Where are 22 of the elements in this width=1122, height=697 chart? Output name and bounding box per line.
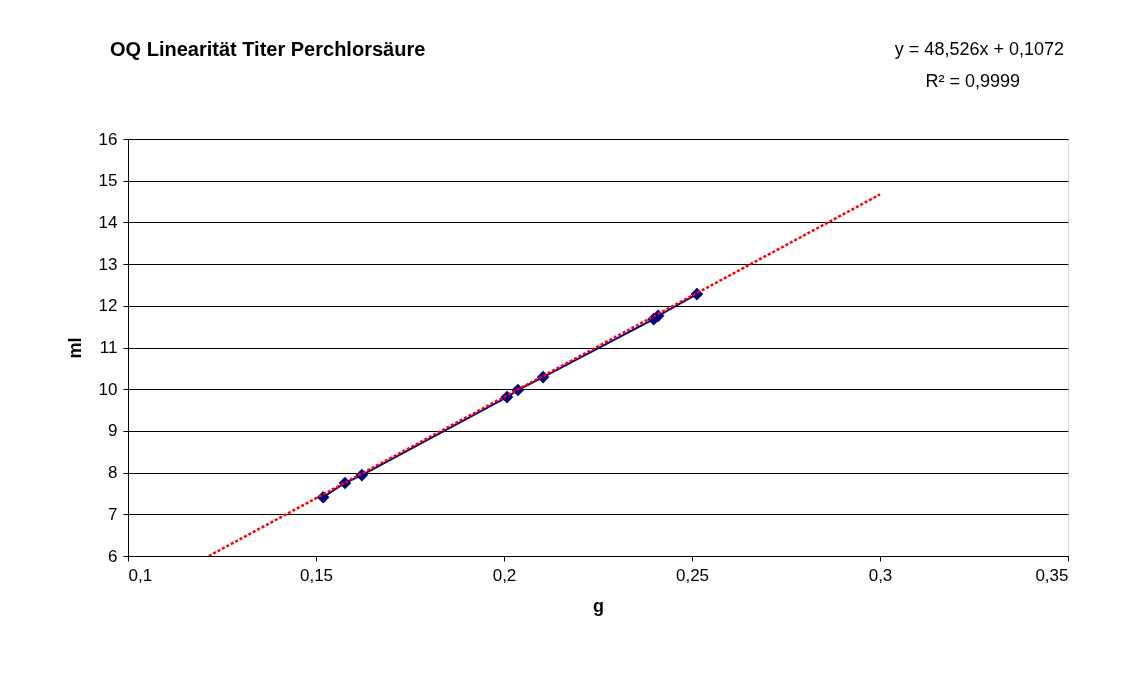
x-tick-label: 0,1	[128, 565, 153, 585]
chart-title: OQ Linearität Titer Perchlorsäure	[110, 38, 426, 60]
x-tick-label: 0,25	[675, 565, 710, 585]
x-tick-label: 0,35	[1035, 565, 1069, 585]
y-tick-label: 9	[108, 421, 118, 441]
y-axis-title: ml	[64, 337, 85, 359]
x-axis-title: g	[593, 595, 604, 616]
y-tick-label: 13	[98, 254, 118, 274]
y-tick-label: 14	[98, 212, 118, 232]
x-tick-label: 0,2	[492, 565, 517, 585]
y-tick-label: 11	[99, 338, 118, 357]
y-tick-label: 6	[108, 546, 118, 566]
y-tick-label: 10	[98, 379, 118, 399]
y-tick-label: 15	[98, 171, 118, 191]
text: R² = 0,9999	[925, 71, 1020, 91]
text: y = 48,526x + 0,1072	[894, 39, 1064, 59]
y-tick-label: 7	[108, 504, 118, 524]
x-tick-label: 0,15	[299, 565, 334, 585]
y-tick-label: 16	[98, 129, 118, 149]
y-tick-label: 8	[108, 463, 118, 483]
x-tick-label: 0,3	[868, 565, 893, 585]
y-tick-label: 12	[98, 296, 118, 316]
